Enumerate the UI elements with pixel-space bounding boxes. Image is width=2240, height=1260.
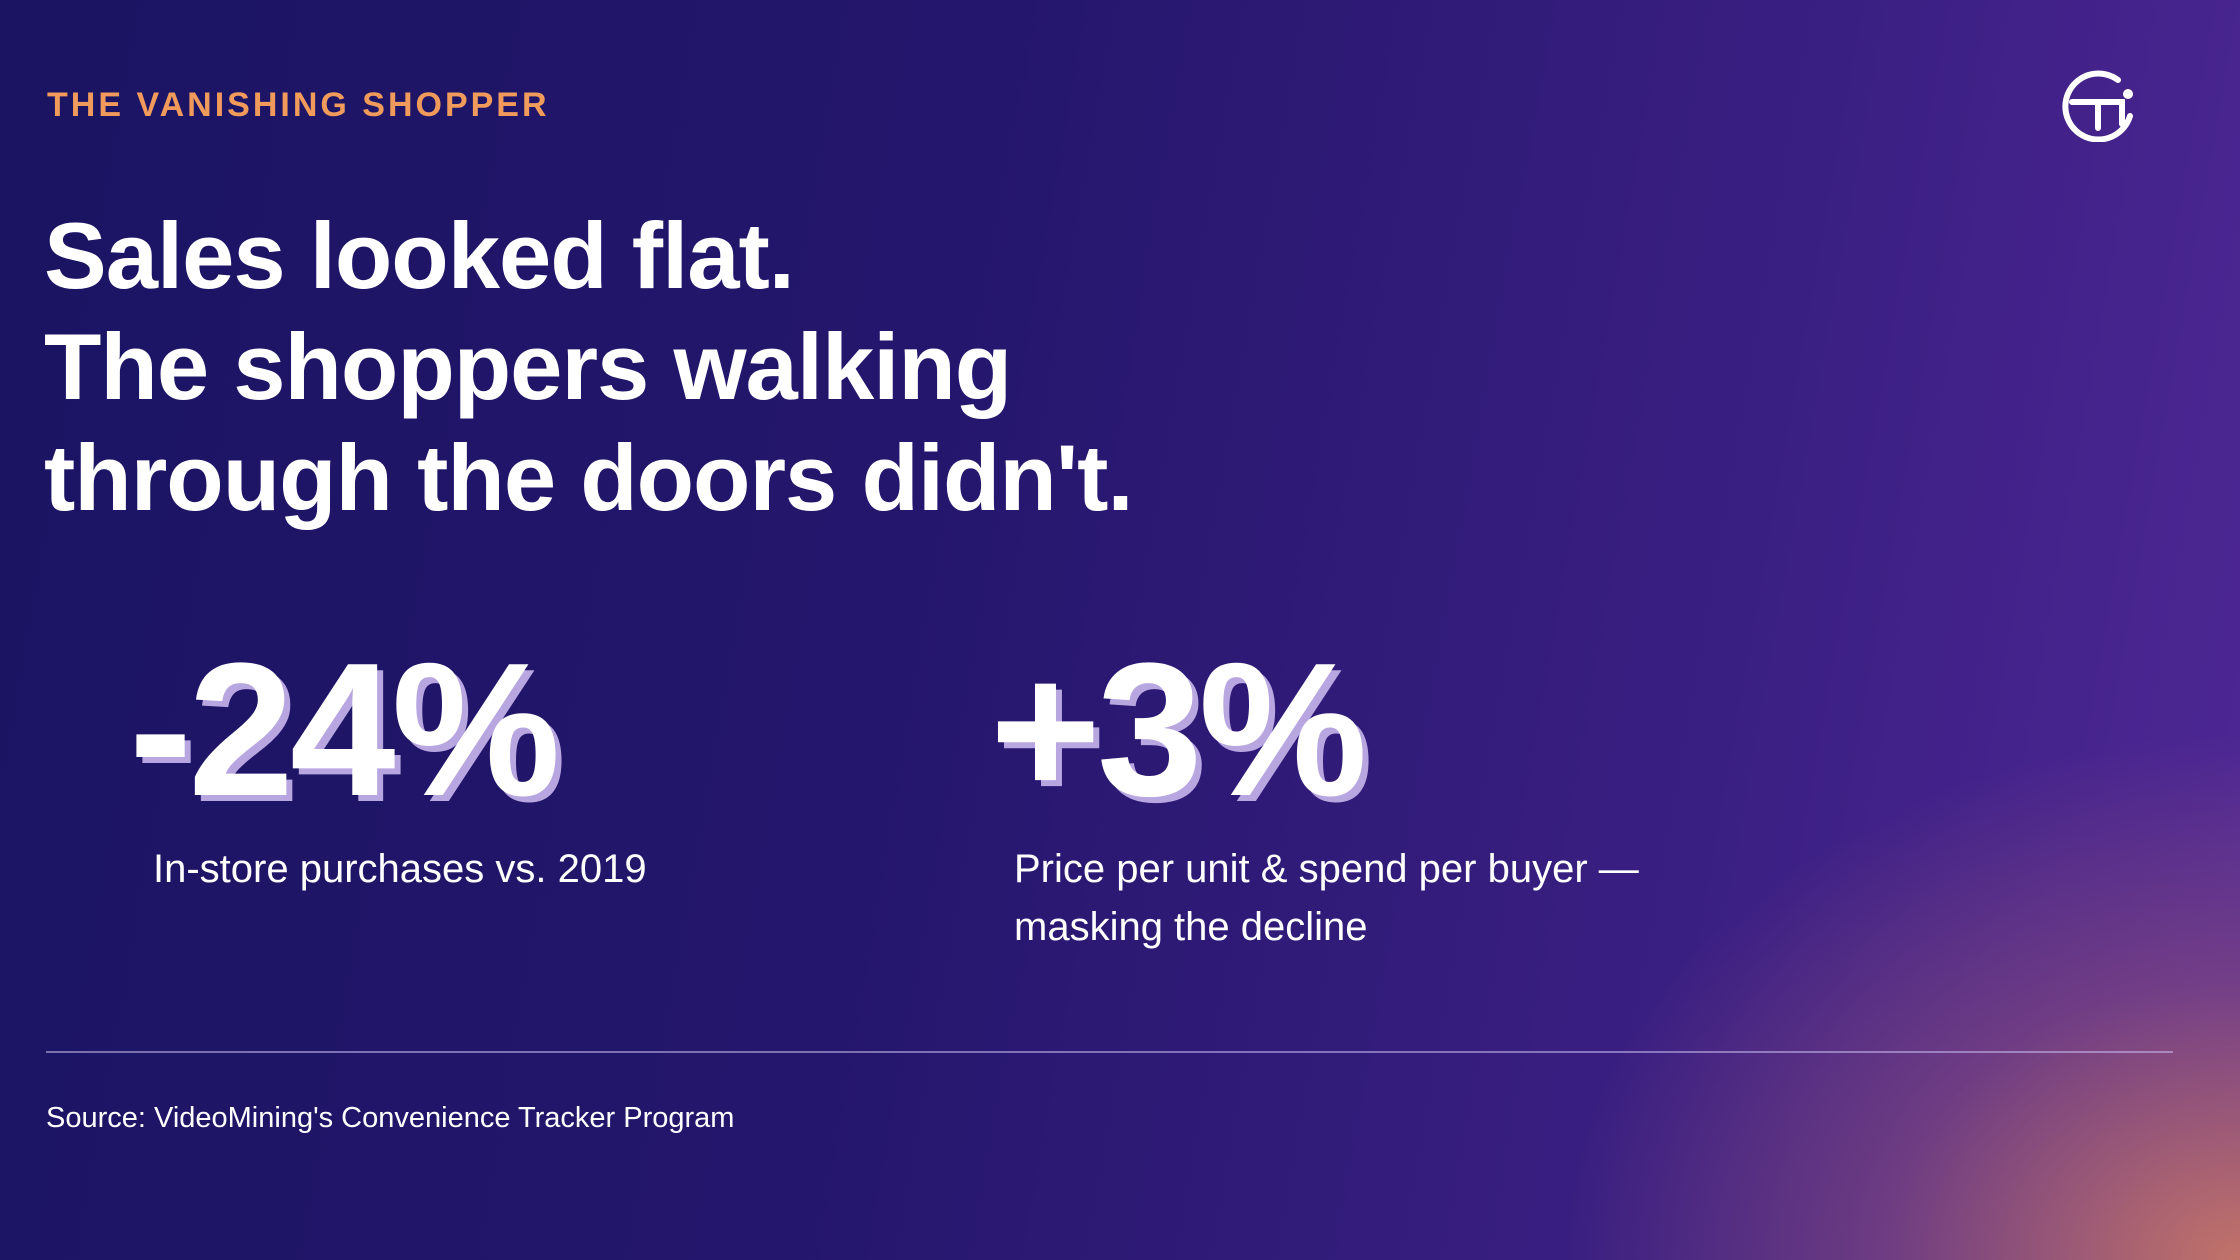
eyebrow: THE VANISHING SHOPPER	[47, 86, 550, 124]
stat-label: Price per unit & spend per buyer — maski…	[1014, 847, 1639, 949]
source: Source: VideoMining's Convenience Tracke…	[46, 1102, 735, 1134]
headline-line: through the doors didn't.	[44, 425, 1134, 530]
stat: -24% In-store purchases vs. 2019	[129, 630, 853, 898]
logo	[2062, 70, 2133, 142]
stat-label: In-store purchases vs. 2019	[153, 847, 647, 891]
headline-line: The shoppers walking	[44, 314, 1012, 419]
stat-value: -24%	[129, 624, 561, 836]
headline: Sales looked flat. The shoppers walking th…	[44, 200, 1134, 533]
divider	[46, 1051, 2173, 1053]
headline-line: Sales looked flat.	[44, 203, 795, 308]
stat: +3% Price per unit & spend per buyer — ma…	[990, 630, 1714, 956]
stat-value: +3%	[990, 624, 1368, 836]
